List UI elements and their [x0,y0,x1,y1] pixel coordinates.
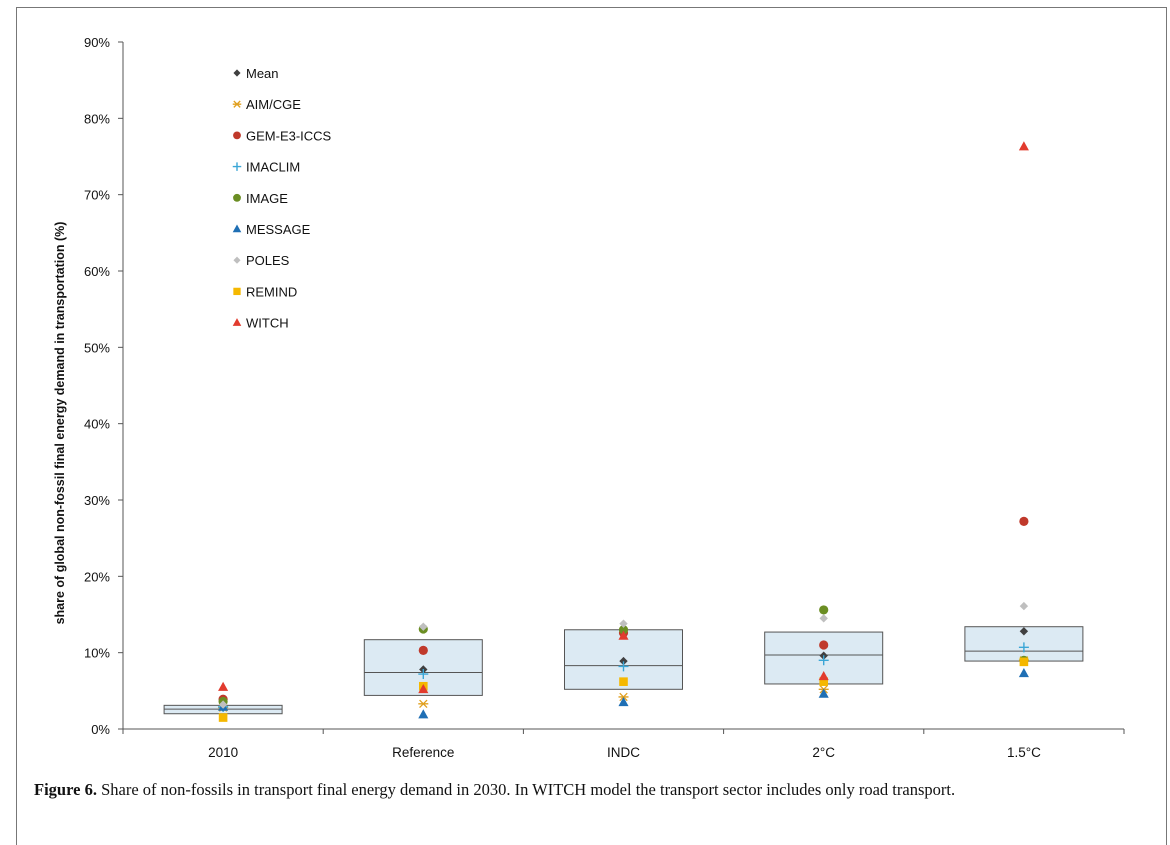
axes: 0% 10% 20% 30% 40% 50% 60% 70% 80% 90% 2010 Referen… [84,35,1125,760]
legend-marker-gem-e3-iccs [233,131,241,140]
caption-text: Share of non-fossils in transport final … [96,780,956,799]
point-witch [418,684,429,694]
legend-label-witch: WITCH [246,316,289,331]
x-tick-label: Reference [392,745,454,760]
legend-marker-witch [232,318,242,326]
point-mean [619,656,628,666]
x-tick-label: 2010 [208,745,238,760]
chart: 0% 10% 20% 30% 40% 50% 60% 70% 80% 90% 2010 Referen… [53,35,1125,760]
y-tick-label: 80% [84,111,110,126]
point-poles [819,614,828,623]
x-tick-label: INDC [607,745,640,760]
legend-marker-imaclim [232,162,242,171]
point-image [618,625,629,635]
x-tick-label: 1.5°C [1007,745,1041,760]
data-points [218,141,1029,722]
legend-label-image: IMAGE [246,191,288,206]
caption-label: Figure 6. [34,780,97,799]
point-mean [1019,627,1029,636]
point-gem-e3-iccs [1019,516,1029,526]
legend-label-gem-e3-iccs: GEM-E3-ICCS [246,128,332,143]
point-remind [1019,657,1029,667]
x-tick-label: 2°C [812,745,835,760]
point-imaclim [1018,642,1029,653]
legend-label-aim-cge: AIM/CGE [246,97,301,112]
point-poles [419,622,428,631]
point-poles [218,700,228,709]
legend-marker-poles [233,256,241,264]
point-aim-cge [618,692,629,702]
point-message [418,709,429,719]
point-imaclim [618,661,629,672]
y-tick-label: 60% [84,264,110,279]
legend-marker-aim-cge [232,100,242,108]
y-tick-label: 30% [84,493,110,508]
point-witch [1018,141,1029,151]
y-tick-label: 70% [84,188,110,203]
y-tick-label: 20% [84,569,110,584]
legend-label-mean: Mean [246,66,279,81]
point-gem-e3-iccs [819,640,829,650]
point-remind [619,677,628,686]
figure-frame [16,7,1167,845]
point-remind [819,677,828,686]
point-message [618,697,629,707]
point-imaclim [818,655,829,666]
legend-label-message: MESSAGE [246,222,311,237]
point-message [818,688,829,698]
figure-caption: Figure 6. Share of non-fossils in transp… [34,777,1159,802]
legend-label-remind: REMIND [246,284,297,299]
legend-marker-image [233,193,241,202]
point-witch [618,630,629,640]
legend-label-imaclim: IMACLIM [246,160,300,175]
legend-marker-remind [233,287,241,296]
y-tick-label: 90% [84,35,110,50]
y-tick-label: 40% [84,417,110,432]
legend-marker-message [232,224,242,233]
point-remind [218,713,228,722]
point-message [1018,667,1029,678]
y-tick-label: 50% [84,340,110,355]
point-image [819,605,829,615]
point-aim-cge [418,699,429,709]
legend: Mean AIM/CGE GEM-E3-ICCS IMACLIM IMAGE MESSAG… [232,66,332,331]
point-poles [619,619,628,628]
legend-label-poles: POLES [246,253,290,268]
y-tick-label: 0% [91,722,110,737]
legend-marker-mean [233,69,241,77]
y-tick-label: 10% [84,646,110,661]
y-axis-label: share of global non-fossil final energy … [53,222,67,625]
point-gem-e3-iccs [418,645,428,655]
point-imaclim [418,669,429,680]
point-poles [1019,601,1029,611]
point-witch [818,671,829,681]
point-witch [218,681,229,691]
